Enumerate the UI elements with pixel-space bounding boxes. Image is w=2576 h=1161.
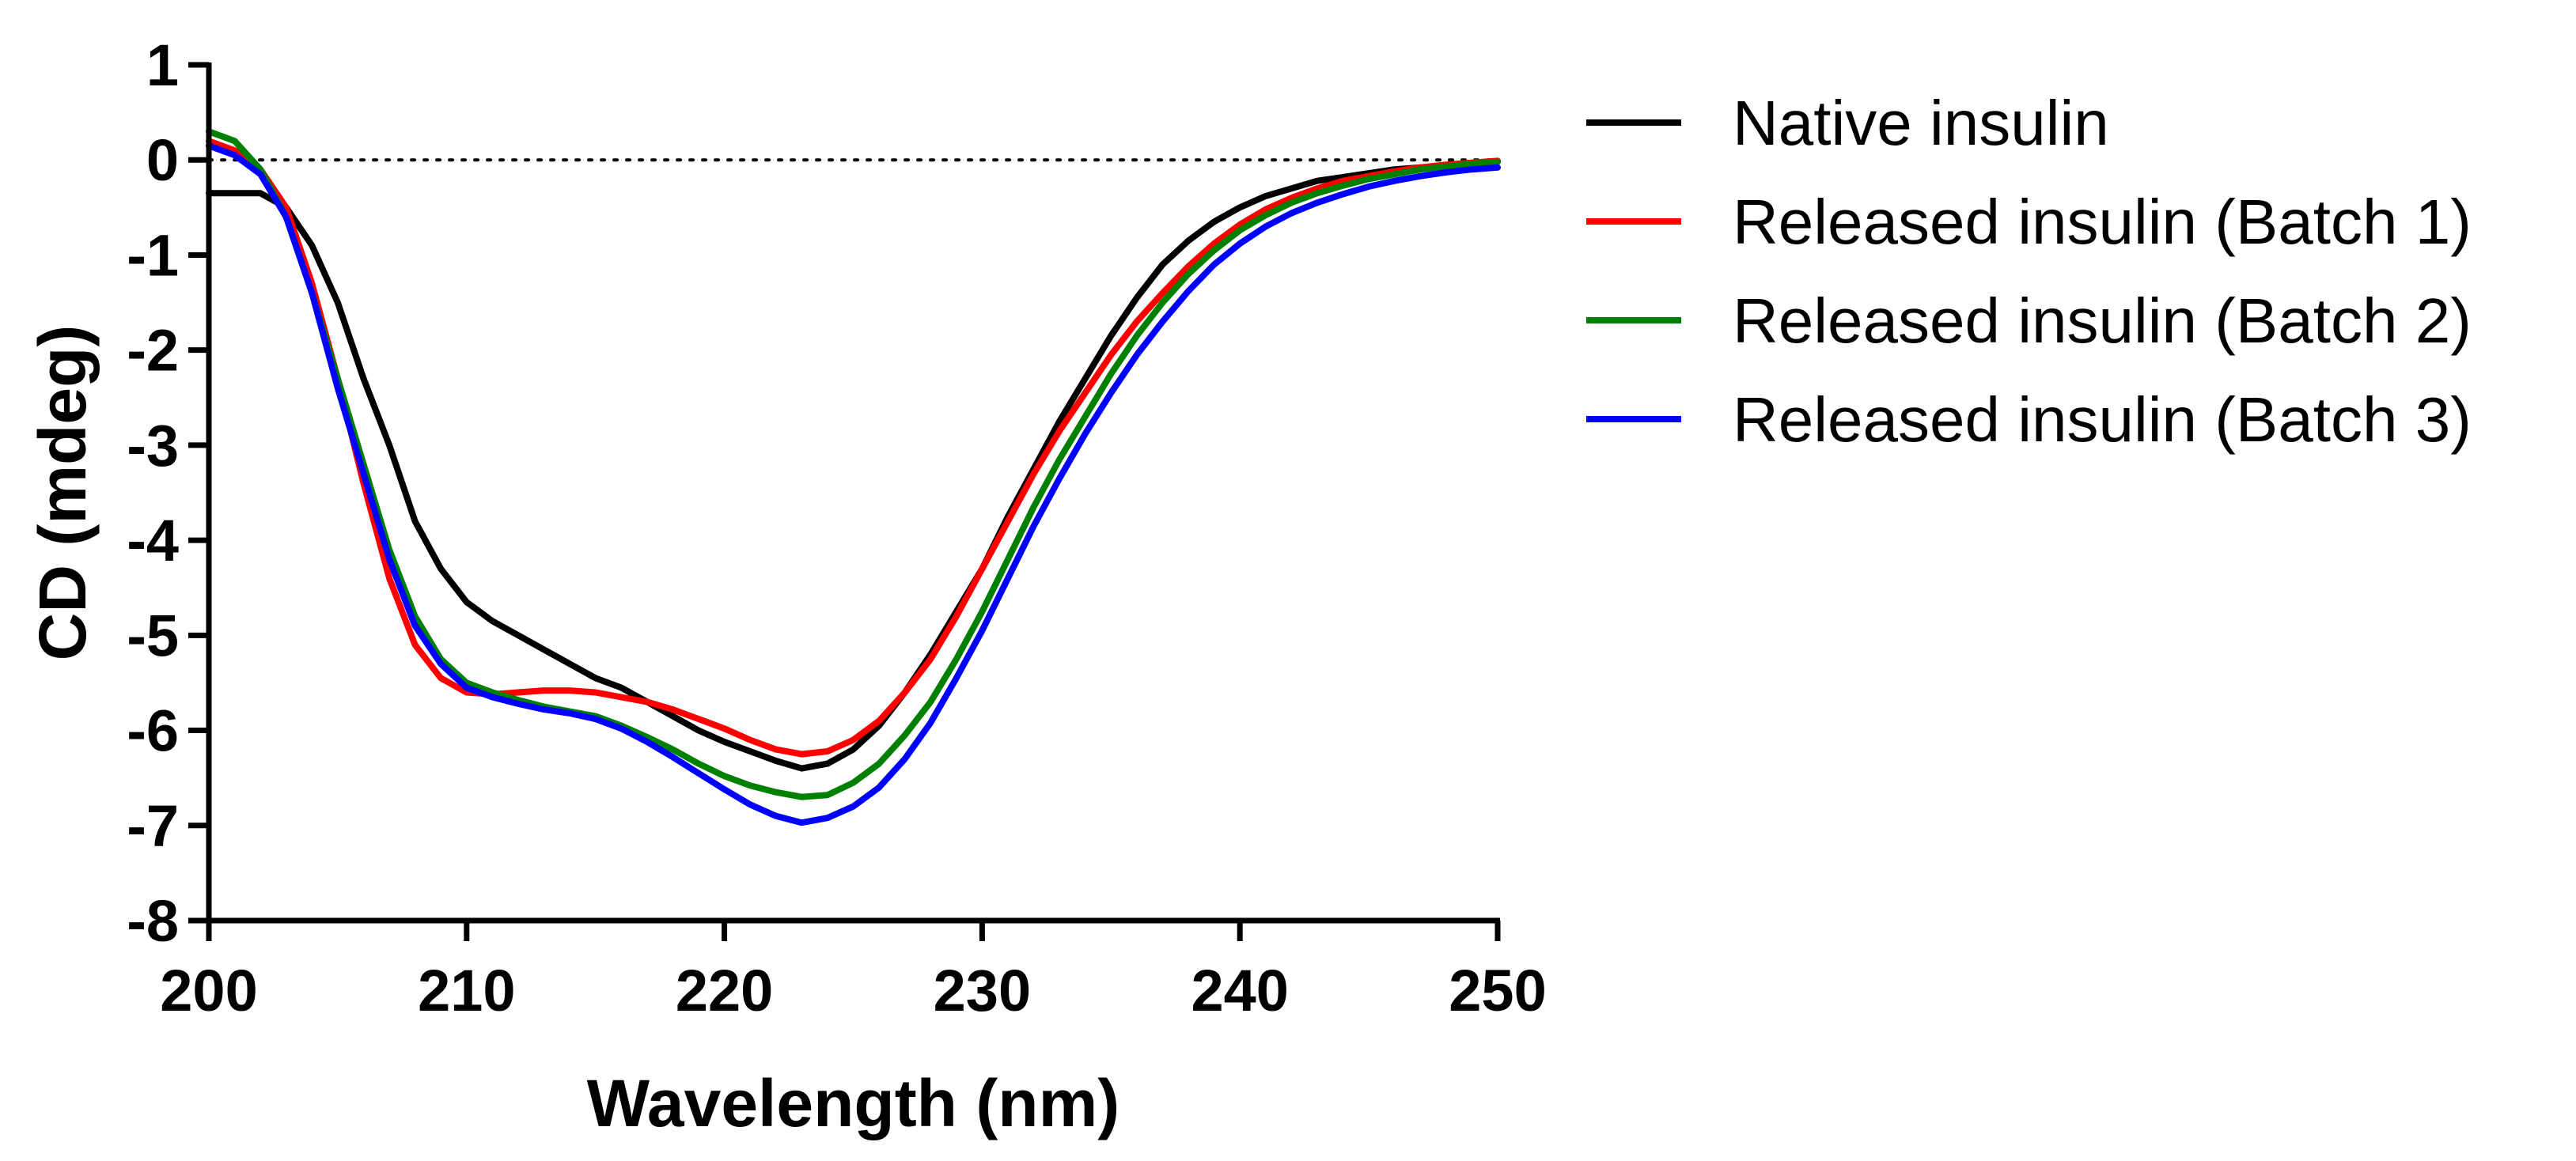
series-layer [206,128,1501,826]
x-axis-title: Wavelength (nm) [587,1066,1120,1140]
y-axis-ticks: 1 0 -1 -2 -3 -4 -5 -6 -7 -8 [127,32,209,954]
y-tick-label: 0 [146,127,179,193]
x-tick-label: 240 [1191,958,1288,1023]
plot-area [206,128,1501,826]
legend-label-3: Released insulin (Batch 2) [1733,286,2472,356]
y-axis-title: CD (mdeg) [25,325,100,661]
y-tick-label: -1 [127,222,179,288]
y-tick-label: -3 [127,413,179,478]
y-tick-label: -8 [127,888,179,954]
y-tick-label: -7 [127,793,179,859]
legend: Native insulin Released insulin (Batch 1)… [1586,88,2472,455]
y-tick-label: -5 [127,603,179,668]
series-line-3 [206,128,1501,800]
legend-label-1: Native insulin [1733,88,2109,158]
axes: 1 0 -1 -2 -3 -4 -5 -6 -7 -8 200 210 220 230 240 250 [127,32,1547,1023]
y-tick-label: -6 [127,698,179,764]
series-line-2 [206,138,1501,758]
x-tick-label: 250 [1449,958,1546,1023]
legend-label-2: Released insulin (Batch 1) [1733,187,2472,257]
legend-label-4: Released insulin (Batch 3) [1733,384,2472,455]
x-axis-ticks: 200 210 220 230 240 250 [160,921,1547,1023]
y-tick-label: 1 [146,32,179,98]
x-tick-label: 200 [160,958,257,1023]
x-tick-label: 220 [676,958,773,1023]
y-tick-label: -4 [127,508,179,573]
x-tick-label: 230 [934,958,1031,1023]
series-line-4 [206,142,1501,826]
x-tick-label: 210 [418,958,515,1023]
y-tick-label: -2 [127,318,179,384]
series-line-1 [206,158,1501,772]
